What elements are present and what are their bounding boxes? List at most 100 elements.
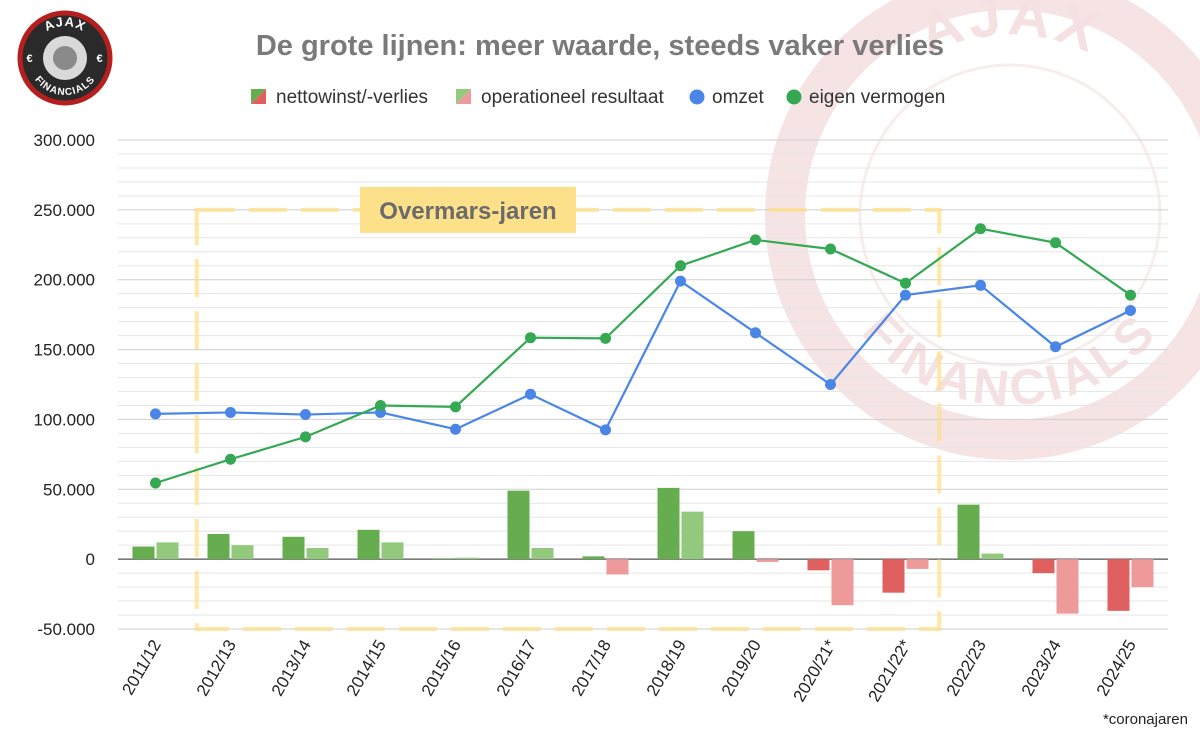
point-omzet: [825, 379, 836, 390]
legend-label-omzet: omzet: [712, 87, 764, 108]
overmars-highlight: Overmars-jaren: [194, 186, 942, 631]
legend-label-eigen-vermogen: eigen vermogen: [809, 87, 945, 108]
point-omzet: [1125, 304, 1136, 316]
legend-dot-omzet: [689, 89, 705, 105]
y-tick-label: 200.000: [34, 271, 95, 290]
point-eigen-vermogen: [225, 453, 236, 465]
legend: nettowinst/-verlies operationeel resulta…: [251, 87, 945, 108]
bar-operationeel: [906, 559, 929, 569]
bar-nettowinst: [732, 531, 755, 560]
legend-label-operationeel: operationeel resultaat: [481, 87, 664, 108]
bar-nettowinst: [507, 490, 530, 560]
x-tick-label: 2019/20: [718, 637, 765, 700]
ajax-financials-logo: AJAX FINANCIALS € €: [17, 10, 113, 106]
point-omzet: [675, 275, 686, 287]
logo-emblem-center: [53, 46, 77, 70]
y-tick-label: 100.000: [34, 410, 95, 429]
point-eigen-vermogen: [600, 332, 611, 344]
bar-operationeel: [756, 559, 779, 562]
x-tick-label: 2024/25: [1093, 637, 1140, 700]
x-tick-label: 2016/17: [493, 637, 540, 700]
bar-operationeel: [681, 511, 704, 560]
bar-operationeel: [1056, 559, 1079, 614]
lines: [150, 223, 1136, 489]
point-omzet: [225, 406, 236, 418]
bar-nettowinst: [1107, 559, 1130, 611]
point-omzet: [975, 279, 986, 291]
watermark-inner-ring: [858, 63, 1162, 367]
x-tick-label: 2013/14: [268, 637, 315, 700]
point-eigen-vermogen: [900, 277, 911, 289]
y-tick-label: 0: [86, 550, 95, 569]
chart-title: De grote lijnen: meer waarde, steeds vak…: [256, 30, 944, 62]
x-tick-label: 2012/13: [193, 637, 240, 700]
legend-item-omzet: omzet: [689, 87, 764, 108]
bar-nettowinst: [357, 529, 380, 560]
bar-operationeel: [456, 557, 479, 560]
x-tick-label: 2017/18: [568, 637, 615, 700]
highlight-label: Overmars-jaren: [379, 198, 556, 225]
legend-dot-eigen-vermogen: [786, 89, 802, 105]
point-omzet: [525, 388, 536, 400]
logo-euro-right: €: [96, 53, 103, 65]
bar-nettowinst: [207, 533, 230, 560]
point-omzet: [900, 289, 911, 301]
x-tick-label: 2015/16: [418, 637, 465, 700]
point-eigen-vermogen: [150, 477, 161, 489]
bar-operationeel: [306, 547, 329, 560]
bar-operationeel: [981, 553, 1004, 560]
point-eigen-vermogen: [375, 399, 386, 411]
line-omzet: [155, 279, 1131, 432]
point-omzet: [750, 327, 761, 339]
point-eigen-vermogen: [450, 401, 461, 413]
y-tick-label: 300.000: [34, 131, 95, 150]
point-eigen-vermogen: [1050, 237, 1061, 249]
legend-swatch-nettowinst-neg: [251, 89, 266, 104]
point-eigen-vermogen: [675, 260, 686, 272]
legend-swatch-operationeel-neg: [456, 89, 471, 104]
bar-nettowinst: [1032, 559, 1055, 574]
bar-operationeel: [381, 542, 404, 560]
point-omzet: [450, 423, 461, 435]
bar-nettowinst: [282, 536, 305, 560]
watermark: AJAX FINANCIALS: [765, 0, 1200, 460]
y-tick-label: 150.000: [34, 341, 95, 360]
x-tick-label: 2020/21*: [789, 636, 840, 705]
bar-operationeel: [1131, 559, 1154, 588]
bar-operationeel: [231, 545, 254, 560]
bar-operationeel: [156, 542, 179, 560]
bar-operationeel: [531, 547, 554, 560]
legend-item-eigen-vermogen: eigen vermogen: [786, 87, 945, 108]
point-omzet: [1050, 341, 1061, 353]
bar-nettowinst: [957, 504, 980, 560]
y-tick-label: -50.000: [37, 620, 95, 639]
point-omzet: [600, 424, 611, 436]
footnote: *coronajaren: [1103, 711, 1188, 728]
point-eigen-vermogen: [1125, 289, 1136, 301]
point-omzet: [300, 409, 311, 421]
x-tick-label: 2018/19: [643, 637, 690, 700]
point-eigen-vermogen: [525, 332, 536, 344]
legend-item-nettowinst: nettowinst/-verlies: [251, 87, 428, 108]
legend-label-nettowinst: nettowinst/-verlies: [276, 87, 428, 108]
bar-nettowinst: [882, 559, 905, 593]
x-tick-label: 2011/12: [118, 637, 165, 699]
x-tick-label: 2021/22*: [864, 636, 915, 705]
bar-operationeel: [831, 559, 854, 606]
bar-nettowinst: [132, 546, 155, 560]
x-tick-label: 2022/23: [943, 637, 990, 700]
point-eigen-vermogen: [300, 431, 311, 443]
bars: [132, 487, 1154, 614]
bar-nettowinst: [807, 559, 830, 571]
point-eigen-vermogen: [975, 223, 986, 235]
bar-nettowinst: [657, 487, 680, 560]
point-omzet: [150, 408, 161, 420]
point-eigen-vermogen: [825, 243, 836, 255]
bar-operationeel: [606, 559, 629, 575]
y-tick-label: 50.000: [43, 480, 95, 499]
highlight-label-bg: [360, 186, 576, 233]
point-eigen-vermogen: [750, 234, 761, 246]
bar-nettowinst: [582, 556, 605, 560]
legend-item-operationeel: operationeel resultaat: [456, 87, 664, 108]
